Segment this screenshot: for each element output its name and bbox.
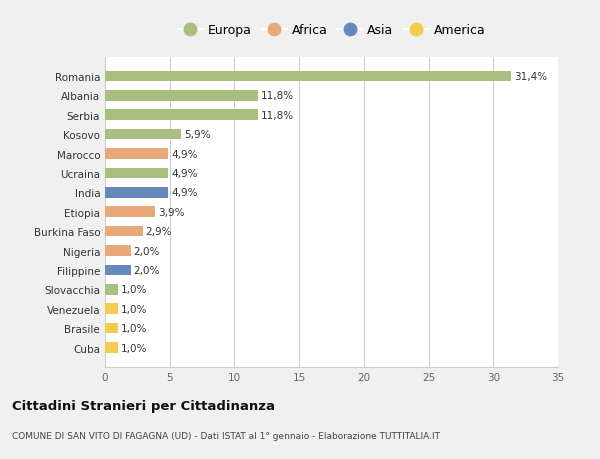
Text: Cittadini Stranieri per Cittadinanza: Cittadini Stranieri per Cittadinanza (12, 399, 275, 412)
Text: 11,8%: 11,8% (260, 91, 293, 101)
Bar (105, 285, 118, 295)
Text: 1,0%: 1,0% (121, 304, 147, 314)
Bar (105, 188, 169, 198)
Text: 4,9%: 4,9% (171, 188, 197, 198)
Text: 31,4%: 31,4% (514, 72, 547, 82)
Text: 4,9%: 4,9% (171, 149, 197, 159)
Bar (105, 265, 131, 276)
Text: 11,8%: 11,8% (260, 111, 293, 120)
Text: 2,9%: 2,9% (145, 227, 172, 237)
Text: 3,9%: 3,9% (158, 207, 185, 217)
Bar (105, 91, 258, 101)
Text: 1,0%: 1,0% (121, 324, 147, 333)
Bar (105, 304, 118, 314)
Bar (105, 168, 169, 179)
Bar (105, 129, 181, 140)
Text: 2,0%: 2,0% (133, 246, 160, 256)
Bar (105, 342, 118, 353)
Bar (105, 72, 511, 82)
Bar (105, 246, 131, 256)
Text: 1,0%: 1,0% (121, 343, 147, 353)
Bar (105, 110, 258, 121)
Text: 4,9%: 4,9% (171, 168, 197, 179)
Text: 5,9%: 5,9% (184, 130, 211, 140)
Text: COMUNE DI SAN VITO DI FAGAGNA (UD) - Dati ISTAT al 1° gennaio - Elaborazione TUT: COMUNE DI SAN VITO DI FAGAGNA (UD) - Dat… (12, 431, 440, 441)
Text: 2,0%: 2,0% (133, 265, 160, 275)
Text: 1,0%: 1,0% (121, 285, 147, 295)
Bar (105, 207, 155, 218)
Bar (105, 226, 143, 237)
Bar (105, 149, 169, 160)
Bar (105, 323, 118, 334)
Legend: Europa, Africa, Asia, America: Europa, Africa, Asia, America (174, 20, 489, 41)
